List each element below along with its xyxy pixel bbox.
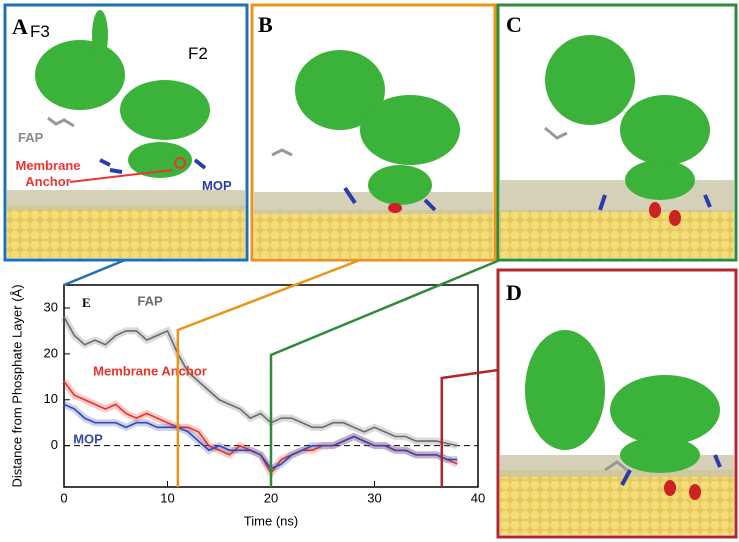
series-line [63, 316, 458, 447]
annotation: F2 [188, 44, 208, 63]
snapshot-connector [440, 368, 499, 487]
panel-c [496, 3, 738, 262]
line-chart: 0 10 20 30 40 0 10 20 30 FAP Membrane Anchor MOP E Ti… [9, 258, 501, 528]
annotation: MOP [202, 178, 232, 193]
x-tick-label: 20 [264, 490, 278, 505]
annotation: FAP [18, 130, 44, 145]
snapshot-connector [269, 258, 501, 487]
x-tick-label: 10 [160, 490, 174, 505]
annotation: F3 [30, 22, 50, 41]
x-axis-label: Time (ns) [244, 513, 298, 528]
panel-label: A [12, 14, 28, 39]
snapshot-connector [176, 258, 361, 487]
annotation: Membrane Anchor [15, 158, 81, 189]
panel-a [3, 3, 249, 262]
series-label: FAP [137, 293, 163, 308]
x-tick-label: 0 [60, 490, 67, 505]
panel-label: D [506, 280, 522, 305]
panel-d [496, 268, 738, 539]
series-label: MOP [73, 431, 103, 446]
chart-label: E [82, 295, 91, 310]
x-tick-label: 40 [471, 490, 485, 505]
panel-b [250, 3, 497, 262]
y-tick-label: 0 [51, 437, 58, 452]
y-tick-label: 30 [44, 299, 58, 314]
series-label: Membrane Anchor [93, 363, 207, 378]
y-tick-label: 10 [44, 391, 58, 406]
x-tick-label: 30 [367, 490, 381, 505]
y-axis-label: Distance from Phosphate Layer (Å) [9, 284, 24, 487]
panel-label: C [506, 12, 522, 37]
y-tick-label: 20 [44, 345, 58, 360]
series-line [63, 403, 458, 470]
panel-label: B [258, 12, 273, 37]
snapshot-connector [63, 258, 126, 287]
